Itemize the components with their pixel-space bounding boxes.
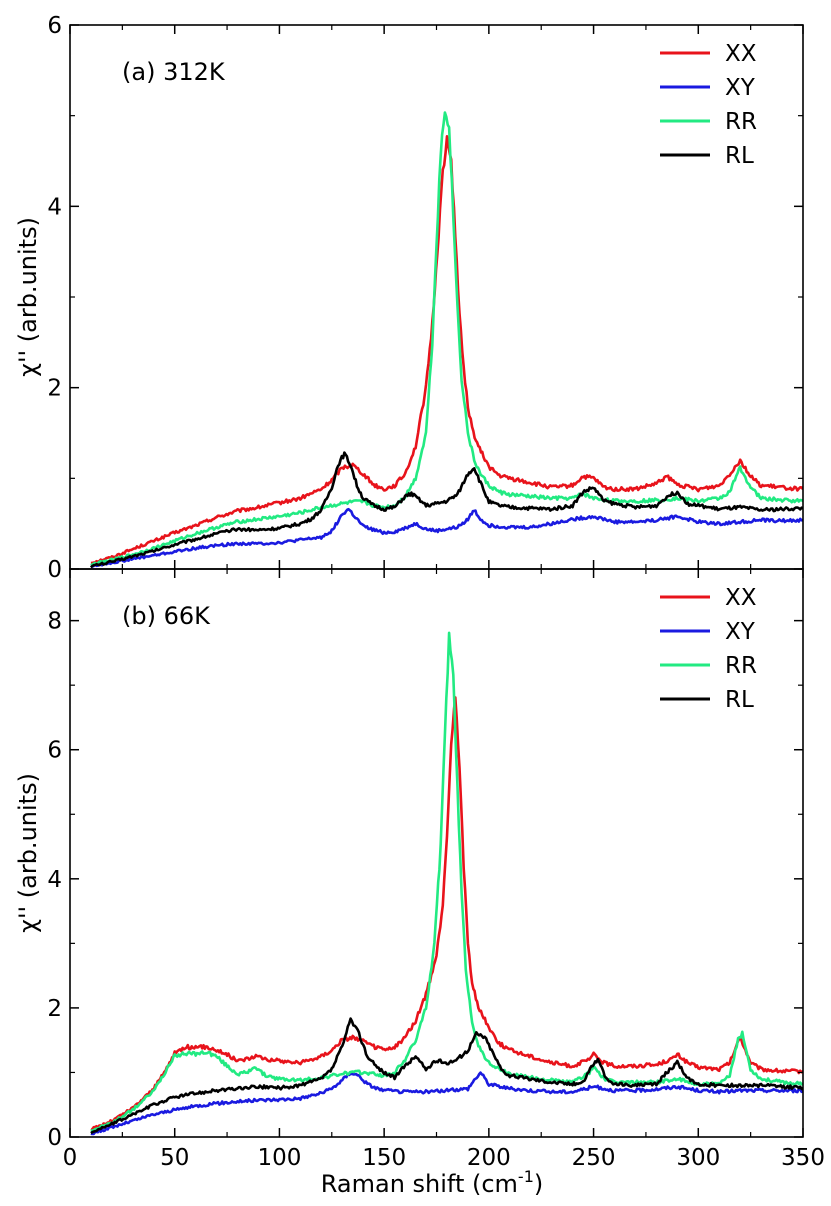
plot-frame — [69, 568, 804, 1138]
legend-label-xx: XX — [725, 41, 757, 67]
series-line-rl — [89, 451, 803, 569]
y-tick-label: 6 — [47, 13, 62, 39]
x-tick-label: 350 — [781, 1145, 825, 1171]
x-tick-label: 300 — [676, 1145, 720, 1171]
y-tick-label: 0 — [47, 1125, 62, 1151]
legend: XX XY RR RL — [660, 585, 757, 713]
series-line-rr — [90, 111, 803, 567]
series-line-xy — [90, 1071, 803, 1136]
series-group — [89, 111, 803, 569]
legend-label-rl: RL — [725, 143, 754, 169]
legend-label-xy: XY — [725, 75, 756, 101]
y-tick-label: 6 — [47, 738, 62, 764]
series-line-xx — [90, 135, 803, 565]
legend-label-xx: XX — [725, 585, 757, 611]
y-tick-label: 4 — [47, 867, 62, 893]
x-tick-label: 50 — [160, 1145, 189, 1171]
legend: XX XY RR RL — [660, 41, 757, 169]
x-tick-label: 150 — [362, 1145, 406, 1171]
x-axis-title: Raman shift (cm-1) — [321, 1167, 544, 1198]
y-axis-title: χ'' (arb.units) — [14, 217, 42, 377]
y-tick-label: 8 — [47, 609, 62, 635]
legend-label-xy: XY — [725, 619, 756, 645]
panel-label: (a) 312K — [122, 58, 226, 86]
y-axis-title: χ'' (arb.units) — [14, 773, 42, 933]
y-tick-label: 4 — [47, 194, 62, 220]
panel-b: 0 2 4 6 8 0 50 100 150 200 250 300 350 χ'' (arb.units… — [14, 568, 825, 1171]
x-tick-label: 200 — [467, 1145, 511, 1171]
legend-label-rr: RR — [725, 109, 757, 135]
y-tick-label: 2 — [47, 376, 62, 402]
panel-label: (b) 66K — [122, 602, 211, 630]
series-group — [90, 631, 803, 1136]
legend-label-rl: RL — [725, 687, 754, 713]
series-line-xx — [90, 696, 803, 1131]
series-line-xy — [90, 507, 803, 569]
series-line-rr — [90, 631, 803, 1133]
panel-a: 0 2 4 6 χ'' (arb.units) (a) 312K XX XY RR RL — [14, 13, 804, 583]
y-tick-label: 2 — [47, 996, 62, 1022]
x-tick-label: 0 — [63, 1145, 78, 1171]
legend-label-rr: RR — [725, 653, 757, 679]
x-tick-label: 250 — [572, 1145, 616, 1171]
x-tick-label: 100 — [257, 1145, 301, 1171]
y-tick-label: 0 — [47, 557, 62, 583]
series-line-rl — [90, 1017, 803, 1135]
